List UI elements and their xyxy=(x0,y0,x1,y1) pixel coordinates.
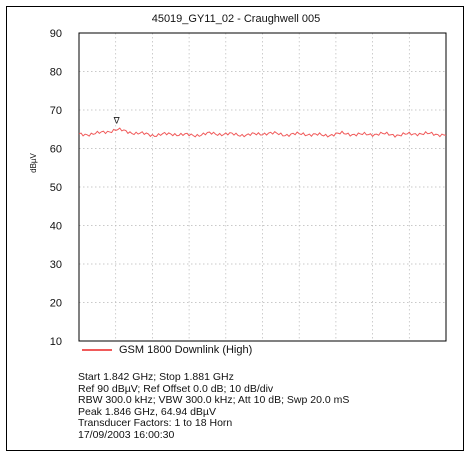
info-transducer: Transducer Factors: 1 to 18 Horn xyxy=(78,417,233,430)
series-line xyxy=(78,127,447,138)
y-tick-label: 60 xyxy=(50,144,62,156)
grid-lines xyxy=(79,33,446,341)
y-tick-label: 70 xyxy=(50,105,62,117)
chart-frame xyxy=(6,6,464,451)
y-tick-label: 10 xyxy=(50,336,62,348)
info-ref: Ref 90 dBµV; Ref Offset 0.0 dB; 10 dB/di… xyxy=(78,382,274,395)
measurement-info: Start 1.842 GHz; Stop 1.881 GHz Ref 90 d… xyxy=(78,371,350,442)
info-timestamp: 17/09/2003 16:00:30 xyxy=(78,428,175,441)
series-layer: ∇ xyxy=(78,116,447,138)
info-rbw: RBW 300.0 kHz; VBW 300.0 kHz; Att 10 dB;… xyxy=(78,394,350,407)
y-tick-label: 50 xyxy=(50,182,62,194)
chart-title: 45019_GY11_02 - Craughwell 005 xyxy=(152,13,321,25)
y-tick-label: 20 xyxy=(50,298,62,310)
peak-marker: ∇ xyxy=(113,116,121,126)
y-tick-label: 40 xyxy=(50,221,62,233)
info-start-stop: Start 1.842 GHz; Stop 1.881 GHz xyxy=(78,371,234,383)
info-peak: Peak 1.846 GHz, 64.94 dBµV xyxy=(78,405,216,418)
y-axis-label: dBµV xyxy=(29,152,38,172)
y-tick-labels: 90 80 70 60 50 40 30 20 10 xyxy=(50,28,62,348)
legend-swatch xyxy=(82,349,112,351)
y-tick-label: 90 xyxy=(50,28,62,40)
y-tick-label: 80 xyxy=(50,67,62,79)
legend: GSM 1800 Downlink (High) xyxy=(82,344,252,356)
y-tick-label: 30 xyxy=(50,259,62,271)
plot-area xyxy=(78,32,447,342)
legend-label: GSM 1800 Downlink (High) xyxy=(119,344,253,356)
